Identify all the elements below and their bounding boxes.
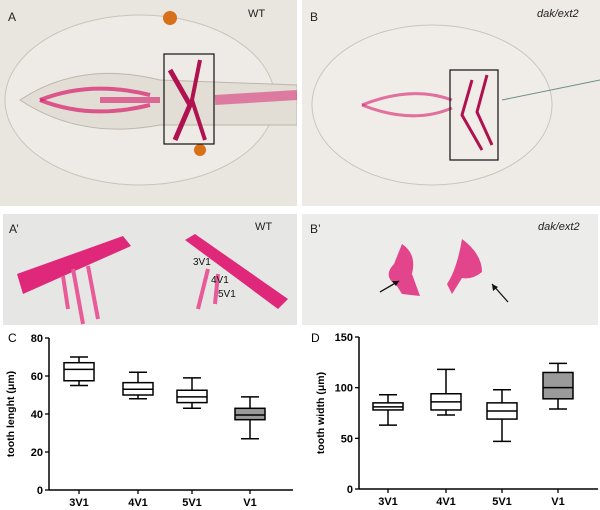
mutant-tooth-micrograph — [379, 239, 509, 303]
chart-c-y-axis-label: tooth lenght (μm) — [5, 371, 17, 457]
tooth-label-5v1: 5V1 — [218, 289, 236, 300]
panel-label-d: D — [311, 331, 320, 345]
panel-b-prime-image: B’ dak/ext2 — [302, 214, 598, 325]
chart-d-box-v1 — [542, 371, 574, 400]
chart-d-y-tick-label: 100 — [335, 383, 353, 395]
panel-a-image: A WT — [0, 0, 297, 206]
chart-d-y-tick-label: 50 — [341, 433, 353, 445]
tooth-label-3v1: 3V1 — [193, 257, 211, 268]
chart-d-x-tick-label: 5V1 — [492, 496, 512, 508]
chart-c-box-3v1 — [63, 361, 95, 382]
chart-d-y-tick-label: 0 — [347, 484, 353, 496]
panel-a-prime-image: A’ WT 3V1 4V1 5V1 — [3, 214, 297, 325]
chart-d-x-tick-label: 3V1 — [378, 496, 398, 508]
chart-c-x-tick-label: 4V1 — [128, 497, 148, 509]
tooth-label-4v1: 4V1 — [211, 275, 229, 286]
chart-c-box-v1 — [234, 407, 266, 421]
chart-c-y-tick-label: 60 — [31, 371, 43, 383]
genotype-label-b: dak/ext2 — [537, 8, 579, 20]
chart-c-x-tick-label: 5V1 — [182, 497, 202, 509]
wt-head-micrograph — [4, 11, 297, 186]
chart-c-x-tick-label: V1 — [243, 497, 256, 509]
chart-d-y-tick-label: 150 — [335, 332, 353, 344]
genotype-label-a-prime: WT — [255, 221, 273, 233]
wt-tooth-micrograph — [17, 234, 288, 325]
chart-c-y-tick-label: 20 — [31, 447, 43, 459]
panel-label-b-prime: B’ — [310, 222, 321, 236]
genotype-label-b-prime: dak/ext2 — [538, 221, 580, 233]
genotype-label-a: WT — [248, 8, 266, 20]
panel-label-c: C — [8, 331, 17, 345]
panel-label-a-prime: A’ — [9, 222, 19, 236]
panel-label-a: A — [8, 10, 17, 24]
mutant-head-micrograph — [311, 24, 600, 186]
chart-d-x-tick-label: V1 — [551, 496, 564, 508]
chart-c-x-tick-label: 3V1 — [69, 497, 89, 509]
chart-d-x-tick-label: 4V1 — [436, 496, 456, 508]
chart-c-y-tick-label: 40 — [31, 409, 43, 421]
chart-d-y-axis-label: tooth width (μm) — [315, 372, 327, 454]
panel-label-b: B — [310, 10, 319, 24]
panel-b-image: B dak/ext2 — [302, 0, 600, 206]
chart-c-y-tick-label: 80 — [31, 333, 43, 345]
chart-c-y-tick-label: 0 — [37, 485, 43, 497]
